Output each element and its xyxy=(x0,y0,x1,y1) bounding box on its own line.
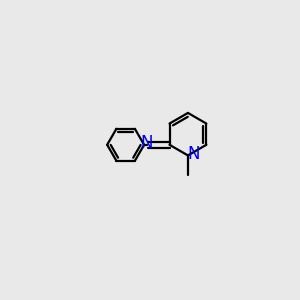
Text: N: N xyxy=(140,134,153,152)
Text: N: N xyxy=(188,145,200,163)
